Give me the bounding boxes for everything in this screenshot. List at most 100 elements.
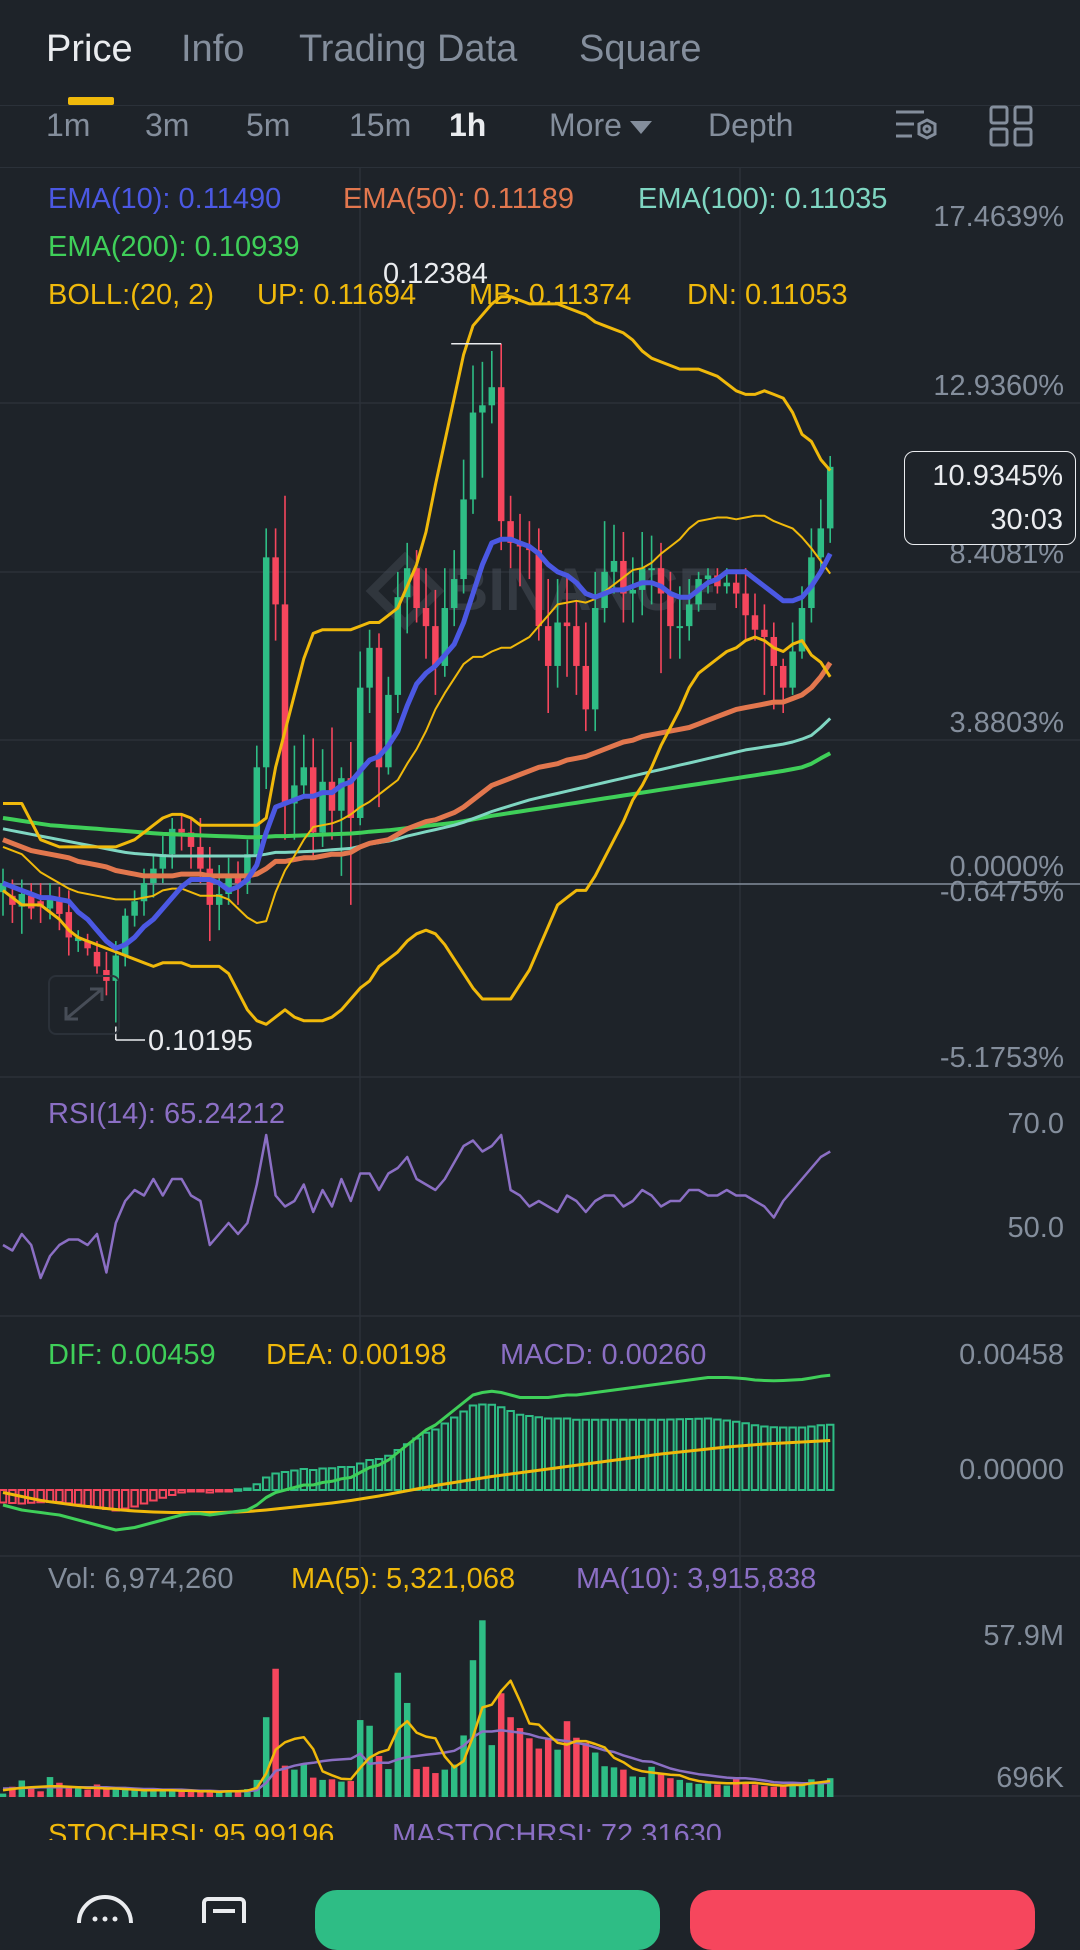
macd-histogram-bar [609, 1418, 619, 1491]
macd-histogram-bar [167, 1489, 177, 1496]
candle-body [413, 568, 420, 609]
interval-1h[interactable]: 1h [449, 107, 487, 143]
depth-button[interactable]: Depth [708, 107, 794, 143]
macd-histogram-bar [807, 1425, 816, 1491]
volume-bar [244, 1789, 251, 1797]
volume-bar [272, 1668, 279, 1797]
volume-ma5-label: MA(5): 5,321,068 [291, 1563, 516, 1595]
volume-ma5-line [2, 1679, 831, 1794]
interval-5m[interactable]: 5m [246, 107, 291, 143]
candle-body [779, 665, 787, 688]
macd-histogram-bar [111, 1489, 121, 1512]
candle-body [253, 767, 261, 855]
ema10-line [2, 536, 833, 951]
volume-bar [37, 1791, 44, 1797]
volume-bar [751, 1784, 759, 1797]
volume-bar [338, 1781, 345, 1797]
macd-histogram-bar [788, 1426, 797, 1491]
macd-histogram-bar [421, 1431, 431, 1491]
candle-body [338, 778, 345, 811]
candle-body [375, 647, 383, 768]
candle-body [46, 897, 54, 909]
volume-bar [366, 1725, 373, 1797]
candle-body [469, 412, 477, 500]
candle-body [18, 894, 26, 907]
ema100-line [2, 717, 832, 858]
indicator-settings-icon[interactable] [894, 103, 942, 149]
volume-label: Vol: 6,974,260 [48, 1563, 234, 1595]
volume-bar [65, 1786, 73, 1797]
volume-bar [460, 1735, 467, 1797]
volume-bar [507, 1717, 514, 1797]
macd-histogram-bar [327, 1467, 337, 1491]
volume-bar [629, 1776, 637, 1797]
boll-lower-line [2, 635, 832, 1026]
volume-bar [140, 1791, 148, 1797]
macd-histogram-bar [290, 1469, 299, 1491]
expand-chart-button[interactable] [48, 975, 120, 1035]
volume-bar [620, 1769, 627, 1797]
volume-bar [168, 1791, 176, 1797]
volume-bar [732, 1777, 740, 1797]
tab-info[interactable]: Info [181, 28, 245, 70]
volume-axis-label: 696K [996, 1762, 1064, 1794]
orders-icon[interactable] [200, 1895, 250, 1923]
candle-body [9, 895, 16, 905]
candle-body [234, 875, 242, 884]
tab-trading-data[interactable]: Trading Data [299, 28, 518, 70]
candle-body [206, 868, 214, 905]
candle-body [0, 883, 7, 893]
volume-bar [403, 1702, 411, 1797]
macd-histogram-bar [308, 1469, 318, 1491]
candle-body [761, 629, 768, 637]
more-intervals-dropdown[interactable]: More [549, 107, 652, 144]
chart-grid [0, 168, 1080, 1797]
volume-bar [497, 1693, 505, 1797]
volume-bar [356, 1720, 364, 1797]
volume-bar [150, 1790, 157, 1797]
interval-15m[interactable]: 15m [349, 107, 412, 143]
macd-histogram-bar [243, 1487, 252, 1491]
volume-bar [714, 1784, 721, 1797]
macd-histogram-bar [393, 1449, 403, 1491]
rsi-axis-label: 50.0 [1007, 1212, 1064, 1244]
tab-square[interactable]: Square [579, 28, 702, 70]
tab-price[interactable]: Price [46, 28, 133, 70]
candle-body [535, 550, 543, 627]
candle-body [225, 875, 232, 894]
chat-icon[interactable] [75, 1895, 135, 1923]
volume-bar [347, 1781, 355, 1797]
interval-1m[interactable]: 1m [46, 107, 91, 143]
macd-histogram-bar [102, 1489, 111, 1510]
volume-bar [262, 1717, 270, 1797]
interval-3m[interactable]: 3m [145, 107, 190, 143]
candle-countdown: 30:03 [990, 504, 1063, 536]
candle-body [291, 785, 298, 804]
ema50-line [2, 661, 833, 879]
axis-label: 0.0000% [949, 851, 1065, 883]
candle-body [667, 593, 674, 627]
candle-body [65, 912, 73, 938]
layout-grid-icon[interactable] [987, 103, 1035, 149]
buy-button[interactable] [315, 1890, 660, 1950]
volume-bar [563, 1721, 571, 1797]
boll-mb-label: MB: 0.11374 [469, 279, 632, 311]
volume-bar [0, 1793, 7, 1797]
macd-histogram-bar [440, 1422, 450, 1491]
volume-panel [0, 1620, 834, 1797]
candle-body [544, 626, 552, 666]
volume-bar [422, 1766, 430, 1797]
axis-label: -5.1753% [939, 1042, 1064, 1074]
candle-body [789, 651, 796, 688]
volume-bar [516, 1728, 524, 1797]
volume-bar [121, 1788, 129, 1797]
candle-body [497, 387, 505, 522]
axis-label: -0.6475% [939, 876, 1064, 908]
volume-bar [648, 1766, 655, 1797]
macd-histogram-bar [149, 1489, 158, 1502]
sell-button[interactable] [690, 1890, 1035, 1950]
macd-histogram-bar [506, 1410, 515, 1491]
macd-histogram-bar [73, 1489, 83, 1506]
candle-body [798, 608, 806, 652]
